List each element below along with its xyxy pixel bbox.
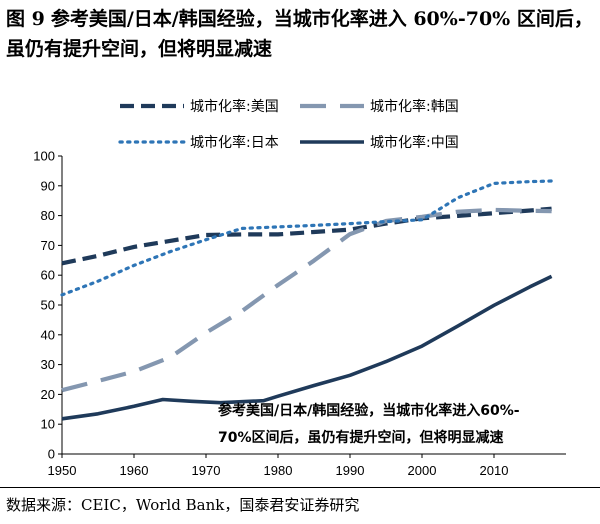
y-tick-label: 0 xyxy=(48,447,55,462)
figure-number: 图 9 xyxy=(6,8,45,30)
series-line-2 xyxy=(60,179,554,297)
y-tick-label: 80 xyxy=(41,208,55,223)
y-tick-label: 40 xyxy=(41,327,55,342)
y-tick-label: 90 xyxy=(41,178,55,193)
y-tick-label: 60 xyxy=(41,268,55,283)
bottom-rule xyxy=(0,487,600,488)
x-tick-label: 2010 xyxy=(480,463,509,478)
legend-label-2: 城市化率:日本 xyxy=(190,134,279,151)
x-tick-label: 2000 xyxy=(408,463,437,478)
annotation-line-0: 参考美国/日本/韩国经验，当城市化率进入60%- xyxy=(218,402,520,419)
annotation-line-1: 70%区间后，虽仍有提升空间，但将明显减速 xyxy=(218,429,504,446)
y-tick-label: 30 xyxy=(41,357,55,372)
y-tick-label: 10 xyxy=(41,417,55,432)
y-tick-label: 20 xyxy=(41,387,55,402)
x-tick-label: 1990 xyxy=(336,463,365,478)
figure-title-text: 参考美国/日本/韩国经验，当城市化率进入 60%-70% 区间后，虽仍有提升空间… xyxy=(6,8,593,60)
figure-title: 图 9 参考美国/日本/韩国经验，当城市化率进入 60%-70% 区间后，虽仍有提… xyxy=(6,4,596,64)
x-tick-label: 1980 xyxy=(264,463,293,478)
x-tick-label: 1950 xyxy=(48,463,77,478)
series-line-3 xyxy=(61,274,553,421)
legend-label-3: 城市化率:中国 xyxy=(370,134,459,151)
y-tick-label: 70 xyxy=(41,238,55,253)
y-tick-label: 100 xyxy=(33,149,55,164)
series-line-1 xyxy=(61,207,552,393)
x-tick-label: 1970 xyxy=(192,463,221,478)
line-chart: 0 10 20 30 40 50 60 70 80 90 100 1950 1960 1970 1980 19… xyxy=(33,98,566,478)
x-tick-label: 1960 xyxy=(120,463,149,478)
y-tick-label: 50 xyxy=(41,298,55,313)
legend-label-1: 城市化率:韩国 xyxy=(370,98,459,115)
series-line-0 xyxy=(61,206,552,266)
source-note: 数据来源：CEIC，World Bank，国泰君安证券研究 xyxy=(6,496,360,514)
legend-label-0: 城市化率:美国 xyxy=(190,98,279,115)
chart-area: 0 10 20 30 40 50 60 70 80 90 100 1950 1960 1970 1980 19… xyxy=(0,84,600,484)
